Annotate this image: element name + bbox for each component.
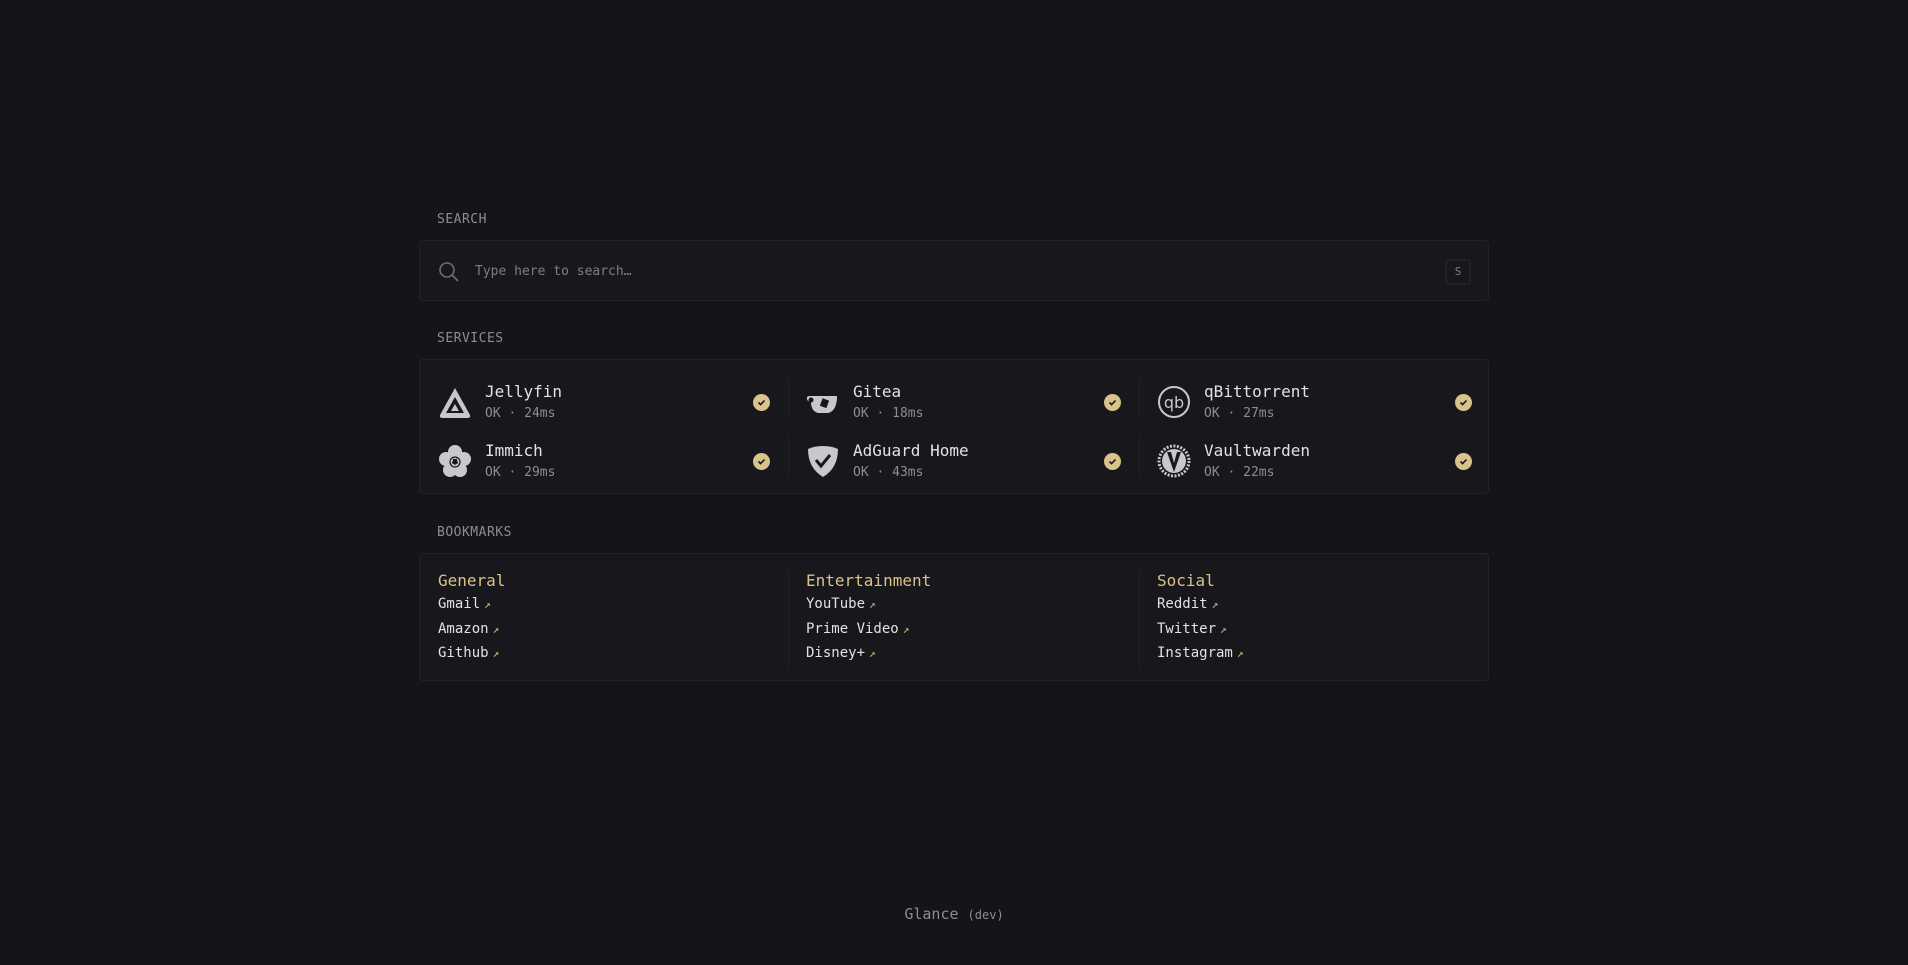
footer-version: (dev) (967, 908, 1004, 922)
qbittorrent-icon: qb (1158, 386, 1190, 418)
service-qbittorrent[interactable]: qb qBittorrent OK · 27ms (1157, 378, 1475, 428)
bookmark-link[interactable]: Gmail ↗ (438, 596, 491, 612)
status-ok-icon (1104, 394, 1121, 411)
service-name[interactable]: Jellyfin (485, 382, 563, 401)
service-name[interactable]: Immich (485, 441, 543, 460)
service-status: OK · 24ms (485, 406, 556, 421)
column-divider (1139, 378, 1140, 418)
status-ok-icon (753, 453, 770, 470)
bookmark-link[interactable]: Prime Video ↗ (806, 620, 910, 637)
bookmark-link[interactable]: Reddit ↗ (1157, 596, 1219, 612)
search-widget: S (419, 240, 1489, 301)
column-divider (788, 378, 789, 418)
search-icon (439, 262, 459, 282)
bookmark-group-social: Social Reddit ↗ Twitter ↗ Instagram ↗ (1157, 571, 1243, 670)
service-status: OK · 43ms (853, 465, 924, 480)
jellyfin-icon (439, 388, 471, 418)
service-name[interactable]: Gitea (853, 382, 902, 401)
external-link-icon: ↗ (1236, 647, 1244, 660)
bookmark-link[interactable]: Twitter ↗ (1157, 620, 1227, 637)
services-widget: Jellyfin OK · 24ms Gitea OK · 18ms qb qB… (419, 359, 1489, 494)
external-link-icon: ↗ (484, 598, 491, 611)
service-name[interactable]: AdGuard Home (853, 441, 969, 460)
service-status: OK · 29ms (485, 465, 556, 480)
external-link-icon: ↗ (1220, 622, 1227, 636)
service-immich[interactable]: Immich OK · 29ms (438, 437, 773, 487)
service-vaultwarden[interactable]: Vaultwarden OK · 22ms (1157, 437, 1475, 487)
footer: Glance (dev) (0, 905, 1908, 923)
status-ok-icon (753, 394, 770, 411)
bookmark-link[interactable]: Github ↗ (438, 645, 500, 661)
bookmark-group-title: Entertainment (806, 571, 932, 590)
bookmark-link[interactable]: Disney+ ↗ (806, 645, 876, 661)
status-ok-icon (1455, 453, 1472, 470)
service-jellyfin[interactable]: Jellyfin OK · 24ms (438, 378, 773, 428)
external-link-icon: ↗ (869, 647, 876, 660)
services-section-title: SERVICES (437, 331, 504, 346)
bookmarks-section-title: BOOKMARKS (437, 525, 512, 540)
service-name[interactable]: Vaultwarden (1204, 441, 1310, 460)
bookmarks-widget: General Gmail ↗ Amazon ↗ Github ↗ Entertainment… (419, 553, 1489, 681)
service-adguard-home[interactable]: AdGuard Home OK · 43ms (806, 437, 1124, 487)
external-link-icon: ↗ (902, 622, 910, 636)
bookmark-link[interactable]: Instagram ↗ (1157, 645, 1244, 661)
column-divider (788, 569, 789, 667)
search-input[interactable] (475, 259, 1375, 283)
bookmark-group-title: General (438, 571, 506, 590)
service-status: OK · 22ms (1204, 465, 1275, 480)
adguard-icon (808, 446, 838, 477)
vaultwarden-icon (1157, 444, 1191, 478)
service-name[interactable]: qBittorrent (1204, 382, 1310, 401)
gitea-icon (806, 396, 837, 413)
bookmark-group-general: General Gmail ↗ Amazon ↗ Github ↗ (438, 571, 505, 670)
column-divider (788, 437, 789, 477)
external-link-icon: ↗ (492, 622, 500, 636)
bookmark-group-entertainment: Entertainment YouTube ↗ Prime Video ↗ Disney+… (806, 571, 931, 670)
status-ok-icon (1455, 394, 1472, 411)
search-section-title: SEARCH (437, 212, 487, 227)
service-status: OK · 27ms (1204, 406, 1275, 421)
column-divider (1139, 569, 1140, 667)
service-status: OK · 18ms (853, 406, 924, 421)
column-divider (1139, 437, 1140, 477)
svg-text:qb: qb (1164, 393, 1184, 412)
external-link-icon: ↗ (869, 598, 876, 611)
status-ok-icon (1104, 453, 1121, 470)
bookmark-group-title: Social (1157, 571, 1215, 590)
service-gitea[interactable]: Gitea OK · 18ms (806, 378, 1124, 428)
footer-app-name: Glance (904, 905, 959, 923)
bookmark-link[interactable]: YouTube ↗ (806, 596, 876, 612)
external-link-icon: ↗ (1211, 598, 1219, 611)
bookmark-link[interactable]: Amazon ↗ (438, 620, 500, 637)
immich-icon (439, 445, 471, 477)
search-shortcut-key: S (1445, 259, 1471, 285)
external-link-icon: ↗ (492, 647, 500, 660)
